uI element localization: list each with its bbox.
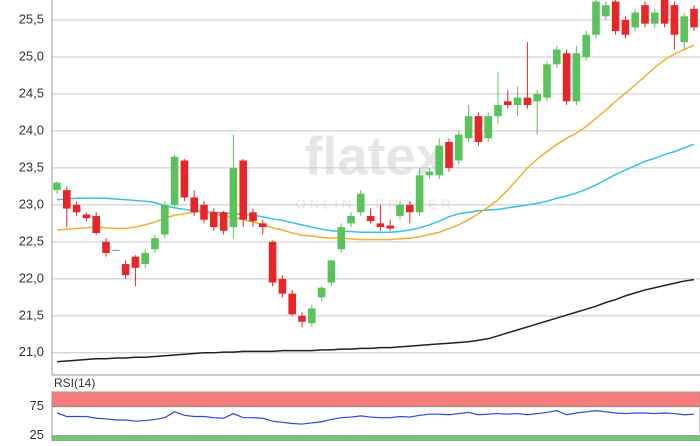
candle-body	[298, 315, 306, 322]
y-tick-label: 22,0	[19, 270, 44, 285]
candle-body	[464, 116, 473, 139]
candle-body	[621, 19, 630, 35]
candle-body	[72, 204, 81, 213]
candle-body	[406, 204, 414, 213]
candle-body	[278, 278, 287, 294]
candle-body	[386, 225, 394, 229]
candle-body	[631, 12, 639, 28]
candle-body	[53, 182, 61, 191]
candle-body	[484, 116, 492, 139]
y-tick-label: 75	[30, 398, 44, 413]
y-tick-label: 23,0	[19, 196, 44, 211]
panel-title: RSI(14)	[54, 376, 95, 390]
candle-body	[141, 252, 149, 265]
upper-band	[52, 392, 700, 407]
candle-body	[533, 93, 541, 102]
candle-body	[92, 215, 100, 233]
candle-body	[455, 134, 463, 161]
y-tick-label: 21,5	[19, 307, 44, 322]
candle-body	[249, 212, 257, 222]
candle-body	[268, 241, 277, 283]
candle-body	[112, 250, 120, 251]
candle-body	[660, 0, 669, 24]
candle-body	[259, 223, 267, 228]
candle-body	[445, 142, 453, 168]
candle-body	[180, 160, 189, 198]
candle-body	[366, 215, 375, 222]
candle-body	[572, 53, 581, 102]
candle-body	[357, 193, 365, 213]
candle-body	[151, 238, 159, 250]
candle-body	[170, 156, 179, 205]
candle-body	[670, 5, 679, 35]
lower-band	[52, 435, 700, 441]
candle-body	[317, 287, 326, 298]
candle-body	[200, 204, 208, 220]
watermark: flatex	[304, 126, 445, 186]
candle-body	[523, 97, 532, 106]
candle-body	[396, 204, 404, 216]
y-tick-label: 23,5	[19, 159, 44, 174]
candle-body	[553, 49, 561, 65]
candle-body	[582, 34, 590, 57]
candle-body	[239, 160, 247, 220]
y-tick-label: 22,5	[19, 233, 44, 248]
candle-body	[337, 227, 345, 250]
candle-body	[474, 116, 483, 143]
candle-body	[210, 212, 218, 228]
candle-body	[229, 167, 238, 228]
candle-body	[190, 197, 198, 213]
candle-body	[513, 97, 522, 106]
candle-body	[63, 190, 71, 209]
candle-body	[327, 260, 336, 283]
candle-body	[641, 5, 649, 24]
candle-body	[651, 12, 659, 24]
y-tick-label: 25,0	[19, 48, 44, 63]
y-tick-label: 25	[30, 427, 44, 441]
candle-body	[435, 145, 443, 176]
candle-body	[308, 308, 316, 324]
line	[56, 278, 695, 363]
y-tick-label: 24,5	[19, 85, 44, 100]
candle-body	[376, 223, 385, 228]
candle-body	[543, 64, 551, 98]
candle-body	[288, 293, 296, 315]
watermark-sub: ONLINE BROKER	[296, 196, 455, 211]
candle-body	[102, 241, 110, 253]
candle-body	[690, 8, 698, 28]
candle-body	[680, 16, 688, 43]
candle-body	[347, 215, 355, 224]
candle-body	[415, 175, 424, 213]
candle-body	[161, 204, 169, 235]
candle-body	[425, 171, 434, 176]
candle-body	[131, 256, 140, 268]
y-tick-label: 24,0	[19, 122, 44, 137]
line	[56, 410, 695, 425]
candle-body	[592, 1, 600, 35]
candle-body	[602, 5, 610, 17]
candle-body	[562, 53, 571, 102]
y-tick-label: 21,0	[19, 344, 44, 359]
y-tick-label: 25,5	[19, 11, 44, 26]
candle-body	[82, 214, 91, 219]
candle-body	[121, 264, 130, 276]
candle-body	[504, 101, 512, 106]
candle-body	[219, 212, 228, 231]
candle-body	[611, 1, 620, 32]
candle-body	[494, 105, 502, 117]
